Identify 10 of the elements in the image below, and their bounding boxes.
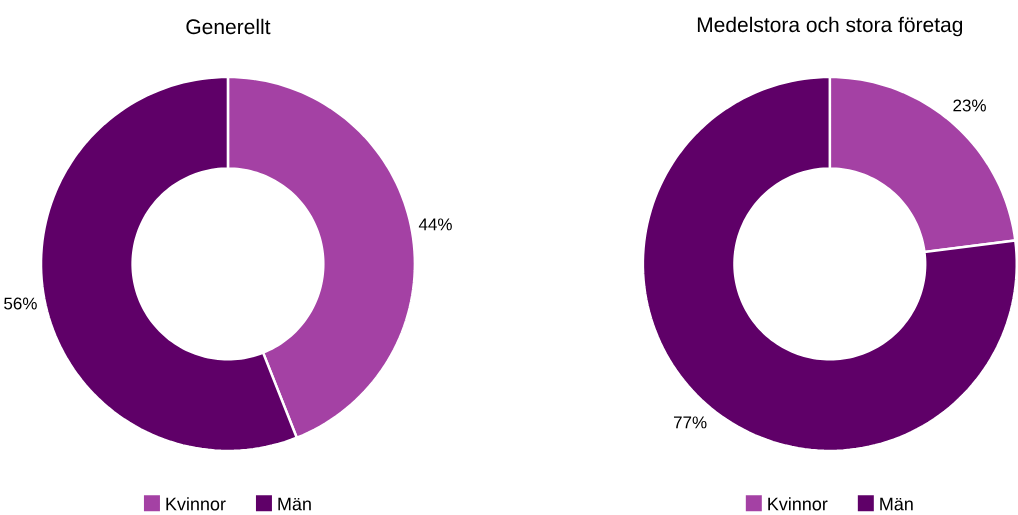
data-label: 23% [953, 99, 986, 112]
data-label: 77% [673, 416, 707, 429]
data-label: 56% [4, 297, 37, 310]
legend-label: Män [278, 498, 311, 511]
chart-title: Generellt [186, 19, 271, 35]
legend-label: Män [880, 498, 913, 511]
data-label: 44% [418, 218, 452, 231]
legend-label: Kvinnor [768, 497, 828, 511]
chart-title: Medelstora och stora företag [697, 16, 963, 37]
legend-label: Kvinnor [166, 497, 226, 511]
